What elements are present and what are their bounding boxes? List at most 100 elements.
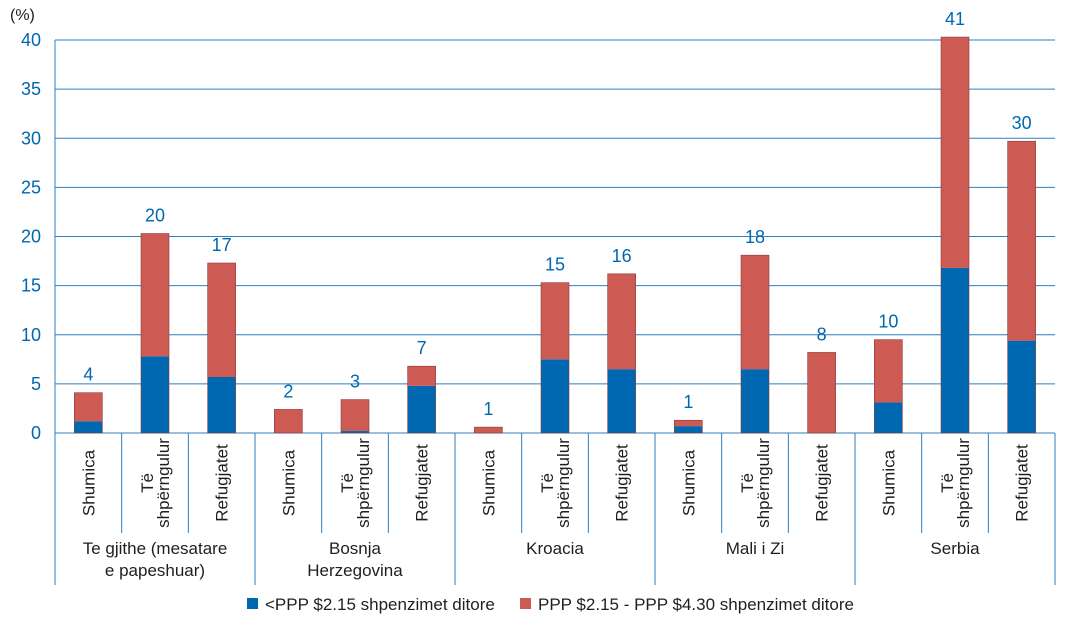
bar-segment-2-15-to-4-30[interactable] <box>341 399 369 432</box>
bar-total-label: 18 <box>745 227 765 247</box>
category-label: Shumica <box>479 449 498 516</box>
category-label: shpërngulur <box>354 438 373 528</box>
bar-total-label: 8 <box>817 324 827 344</box>
bar-segment-2-15-to-4-30[interactable] <box>807 352 836 433</box>
category-label: Shumica <box>879 449 898 516</box>
y-tick-label: 15 <box>21 276 41 296</box>
bar-segment-below-2-15[interactable] <box>674 426 703 433</box>
bar-segment-below-2-15[interactable] <box>874 402 903 433</box>
bar-segment-2-15-to-4-30[interactable] <box>407 366 436 386</box>
bar-total-label: 7 <box>417 338 427 358</box>
category-label: shpërngulur <box>554 438 573 528</box>
group-label: Serbia <box>930 539 980 558</box>
bar-total-label: 4 <box>83 365 93 385</box>
legend-swatch <box>520 598 531 609</box>
bar-outline <box>474 426 503 434</box>
bar-segment-below-2-15[interactable] <box>541 359 569 433</box>
bar-segment-2-15-to-4-30[interactable] <box>674 420 703 427</box>
category-label: Refugjatet <box>813 444 832 522</box>
y-tick-label: 25 <box>21 177 41 197</box>
bar-segment-2-15-to-4-30[interactable] <box>274 409 303 433</box>
y-tick-label: 35 <box>21 79 41 99</box>
bar-segment-below-2-15[interactable] <box>74 421 103 433</box>
bar-total-label: 1 <box>483 399 493 419</box>
bar-outline <box>607 273 636 434</box>
bar-total-label: 30 <box>1012 113 1032 133</box>
bar-segment-2-15-to-4-30[interactable] <box>541 282 569 360</box>
category-label: shpërngulur <box>154 438 173 528</box>
bar-total-label: 41 <box>945 9 965 29</box>
bar-segment-2-15-to-4-30[interactable] <box>941 37 969 268</box>
y-tick-label: 30 <box>21 128 41 148</box>
category-label: Shumica <box>279 449 298 516</box>
bar-segment-below-2-15[interactable] <box>341 431 369 433</box>
bar-total-label: 15 <box>545 255 565 275</box>
bar-total-label: 20 <box>145 206 165 226</box>
bar-segment-below-2-15[interactable] <box>741 369 769 433</box>
group-label: e papeshuar) <box>105 561 205 580</box>
bar-total-label: 10 <box>878 312 898 332</box>
category-label: Refugjatet <box>213 444 232 522</box>
bar-outline <box>207 262 236 434</box>
category-label: Shumica <box>79 449 98 516</box>
bar-outline <box>1007 140 1036 434</box>
category-label: Të <box>938 473 957 493</box>
legend-entry: <PPP $2.15 shpenzimet ditore <box>265 595 495 614</box>
y-unit-label: (%) <box>10 7 35 24</box>
bar-segment-2-15-to-4-30[interactable] <box>74 392 103 422</box>
bar-total-label: 16 <box>612 246 632 266</box>
category-label: Të <box>538 473 557 493</box>
bar-outline <box>807 352 836 434</box>
y-tick-label: 5 <box>31 374 41 394</box>
group-label: Herzegovina <box>307 561 403 580</box>
bar-segment-2-15-to-4-30[interactable] <box>1007 141 1036 341</box>
legend-swatch <box>247 598 258 609</box>
bar-segment-below-2-15[interactable] <box>941 267 969 433</box>
bar-outline <box>874 339 903 434</box>
bar-segment-2-15-to-4-30[interactable] <box>741 255 769 370</box>
bar-outline <box>407 365 436 434</box>
bar-total-label: 17 <box>212 235 232 255</box>
bar-segment-2-15-to-4-30[interactable] <box>607 273 636 370</box>
y-tick-label: 40 <box>21 30 41 50</box>
bar-outline <box>674 419 703 434</box>
group-label: Kroacia <box>526 539 584 558</box>
category-label: Të <box>338 473 357 493</box>
bar-segment-below-2-15[interactable] <box>407 385 436 433</box>
category-label: Refugjatet <box>1013 444 1032 522</box>
category-label: Refugjatet <box>613 444 632 522</box>
bar-total-label: 3 <box>350 372 360 392</box>
bar-segment-below-2-15[interactable] <box>1007 340 1036 433</box>
bar-segment-2-15-to-4-30[interactable] <box>141 233 169 357</box>
bar-outline <box>274 409 303 434</box>
bar-segment-below-2-15[interactable] <box>607 369 636 433</box>
bar-outline <box>540 282 570 434</box>
y-tick-label: 20 <box>21 227 41 247</box>
y-tick-label: 10 <box>21 325 41 345</box>
bar-segment-2-15-to-4-30[interactable] <box>474 427 503 433</box>
bar-segment-2-15-to-4-30[interactable] <box>874 339 903 403</box>
group-label: Mali i Zi <box>726 539 785 558</box>
category-label: shpërngulur <box>954 438 973 528</box>
bar-segment-below-2-15[interactable] <box>141 356 169 433</box>
bar-outline <box>74 392 103 434</box>
bar-segment-below-2-15[interactable] <box>207 376 236 433</box>
group-label: Te gjithe (mesatare <box>83 539 228 558</box>
bar-outline <box>140 233 170 434</box>
bar-total-label: 1 <box>683 392 693 412</box>
category-label: shpërngulur <box>754 438 773 528</box>
category-label: Refugjatet <box>413 444 432 522</box>
category-label: Të <box>138 473 157 493</box>
group-label: Bosnja <box>329 539 382 558</box>
bar-segment-2-15-to-4-30[interactable] <box>207 263 236 377</box>
category-label: Shumica <box>679 449 698 516</box>
legend-entry: PPP $2.15 - PPP $4.30 shpenzimet ditore <box>538 595 854 614</box>
category-label: Të <box>738 473 757 493</box>
y-tick-label: 0 <box>31 423 41 443</box>
bar-outline <box>740 254 770 434</box>
bar-outline <box>340 399 370 434</box>
bar-total-label: 2 <box>283 381 293 401</box>
bar-outline <box>940 36 970 434</box>
